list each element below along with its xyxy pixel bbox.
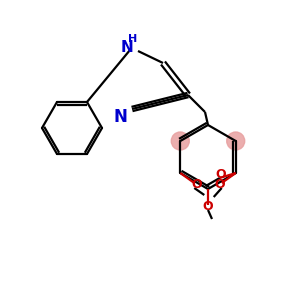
Text: H: H [128,34,138,44]
Text: O: O [215,169,226,182]
Circle shape [171,132,189,150]
Text: O: O [214,178,225,191]
Circle shape [227,132,245,150]
Text: O: O [191,178,202,191]
Text: N: N [113,108,127,126]
Text: O: O [198,190,199,191]
Text: N: N [121,40,134,55]
Text: O: O [203,200,213,214]
